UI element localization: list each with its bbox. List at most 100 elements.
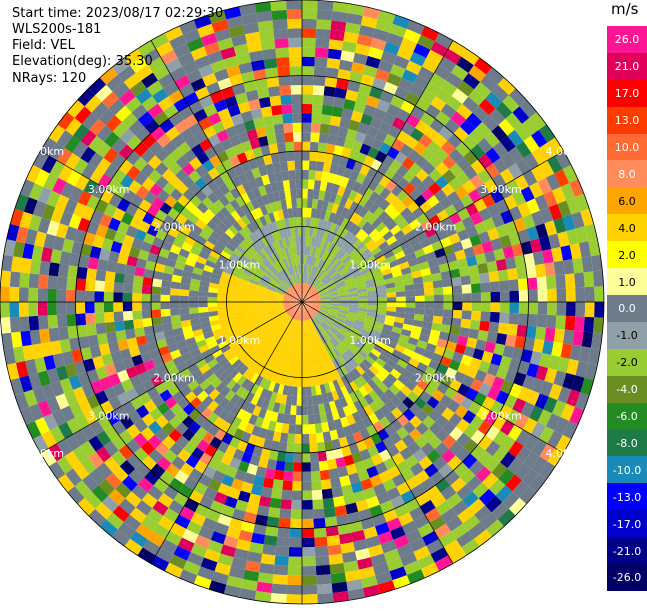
velocity-bin (368, 302, 378, 306)
velocity-bin (256, 11, 272, 22)
velocity-bin (487, 332, 498, 344)
velocity-bin (76, 313, 86, 325)
velocity-bin (582, 256, 593, 272)
velocity-bin (283, 471, 293, 481)
velocity-bin (47, 289, 57, 302)
velocity-bin (11, 332, 22, 348)
velocity-bin (302, 556, 316, 566)
velocity-bin (317, 0, 333, 11)
velocity-bin (10, 317, 21, 333)
velocity-bin (317, 584, 333, 595)
velocity-bin (334, 88, 347, 99)
velocity-bin (294, 443, 302, 453)
velocity-bin (294, 142, 302, 152)
velocity-bin (289, 57, 302, 67)
velocity-bin (316, 574, 331, 585)
colorbar-tick-label: -2.0 (607, 357, 647, 368)
velocity-bin (518, 313, 528, 325)
velocity-bin (593, 317, 604, 333)
range-ring-label: 3.00km (480, 409, 522, 422)
velocity-bin (86, 268, 97, 280)
velocity-bin (264, 535, 278, 546)
range-ring-label: 2.00km (415, 221, 457, 234)
velocity-bin (302, 387, 307, 397)
velocity-bin (302, 472, 311, 482)
velocity-bin (259, 97, 271, 108)
velocity-bin (286, 443, 294, 453)
velocity-bin (302, 519, 314, 529)
velocity-bin (544, 262, 555, 276)
velocity-bin (170, 302, 180, 309)
colorbar-tick-label: -13.0 (607, 492, 647, 503)
velocity-bin (313, 518, 325, 528)
velocity-bin (330, 563, 345, 574)
velocity-bin (317, 10, 333, 21)
colorbar-tick-label: -6.0 (607, 411, 647, 422)
velocity-bin (272, 114, 283, 125)
velocity-bin (261, 106, 273, 117)
velocity-bin (302, 123, 311, 133)
velocity-bin (433, 287, 443, 295)
velocity-bin (302, 377, 306, 387)
velocity-bin (302, 227, 306, 237)
velocity-bin (452, 310, 462, 319)
velocity-bin (39, 261, 50, 276)
velocity-bin (302, 189, 308, 199)
velocity-bin (19, 302, 29, 317)
velocity-bin (280, 161, 288, 171)
velocity-bin (95, 312, 105, 323)
velocity-bin (302, 132, 311, 142)
velocity-bin (262, 49, 276, 60)
velocity-bin (318, 142, 327, 152)
velocity-bin (123, 283, 133, 293)
velocity-bin (9, 287, 19, 302)
velocity-bin (328, 544, 342, 555)
velocity-bin (302, 594, 318, 604)
field-label: Field: VEL (12, 38, 75, 53)
ppi-chart: 1.00km1.00km1.00km1.00km2.00km2.00km2.00… (0, 0, 605, 607)
velocity-bin (57, 314, 67, 327)
velocity-bin (500, 302, 510, 313)
velocity-bin (349, 302, 359, 305)
velocity-bin (415, 289, 425, 296)
velocity-bin (271, 488, 282, 499)
velocity-bin (566, 302, 576, 316)
velocity-bin (330, 116, 341, 127)
velocity-bin (406, 296, 416, 302)
velocity-bin (116, 263, 127, 274)
velocity-bin (315, 555, 329, 565)
velocity-bin (104, 312, 114, 323)
velocity-bin (314, 57, 327, 67)
velocity-bin (302, 528, 314, 538)
velocity-bin (271, 584, 287, 595)
range-ring-label: 3.00km (88, 409, 130, 422)
velocity-bin (287, 19, 302, 29)
velocity-bin (323, 498, 335, 509)
velocity-bin (11, 256, 22, 272)
velocity-bin (308, 179, 315, 189)
velocity-bin (133, 275, 143, 285)
velocity-bin (490, 281, 500, 292)
velocity-bin (334, 505, 347, 516)
velocity-bin (284, 132, 293, 142)
velocity-bin (113, 302, 123, 312)
velocity-bin (470, 274, 481, 284)
velocity-bin (278, 518, 290, 528)
velocity-bin (105, 322, 116, 333)
velocity-bin (151, 294, 161, 302)
velocity-bin (189, 302, 199, 308)
velocity-bin (480, 311, 490, 321)
velocity-bin (170, 308, 180, 315)
velocity-bin (285, 142, 294, 152)
velocity-bin (496, 333, 507, 345)
velocity-bin (359, 302, 369, 305)
velocity-bin (500, 291, 510, 302)
velocity-bin (585, 287, 595, 302)
velocity-bin (277, 451, 286, 461)
colorbar-tick-label: 13.0 (607, 115, 647, 126)
velocity-bin (270, 498, 282, 509)
velocity-bin (10, 271, 21, 287)
velocity-bin (274, 124, 284, 135)
velocity-bin (58, 327, 69, 341)
